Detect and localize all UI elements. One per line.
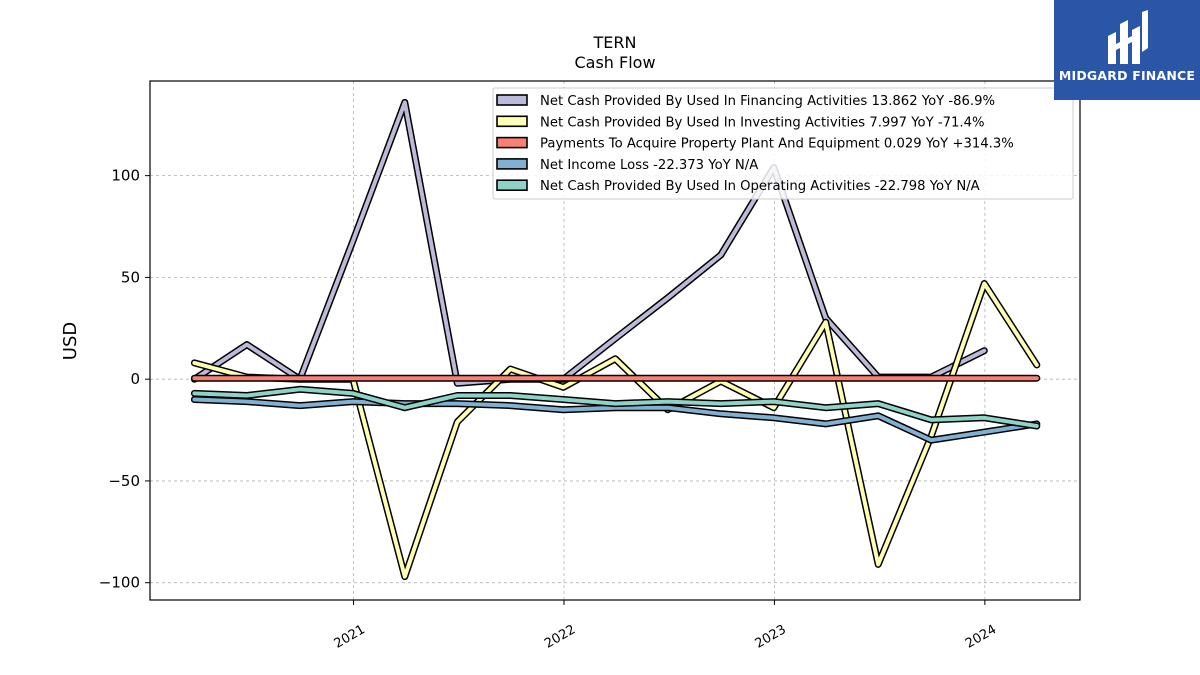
- series-lines: [190, 98, 1041, 581]
- x-tick-label: 2023: [753, 622, 789, 652]
- legend-entry: Payments To Acquire Property Plant And E…: [540, 137, 1014, 152]
- y-tick-label: 0: [130, 370, 140, 388]
- series-line: [190, 385, 1041, 430]
- legend-swatch: [496, 115, 528, 128]
- legend-box: [492, 87, 1074, 200]
- legend-swatch: [496, 94, 528, 106]
- x-tick-label: 2021: [332, 622, 368, 652]
- midgard-logo-icon: [1108, 10, 1148, 64]
- y-tick-label: 100: [111, 167, 140, 185]
- x-tick-label: 2024: [963, 622, 999, 652]
- series-line: [190, 98, 988, 387]
- x-tick-label: 2022: [542, 622, 578, 652]
- series-line-stroke: [192, 387, 1039, 428]
- legend-entry: Net Cash Provided By Used In Financing A…: [540, 94, 995, 109]
- brand-logo: MIDGARD FINANCE: [1054, 0, 1200, 100]
- y-axis-ticks: −100 −50 0 50 100: [99, 167, 150, 592]
- chart-subtitle: Cash Flow: [574, 53, 655, 72]
- series-line: [190, 396, 1041, 444]
- legend-entry: Net Income Loss -22.373 YoY N/A: [540, 158, 758, 173]
- y-tick-label: −50: [108, 472, 140, 490]
- chart-title: TERN: [593, 33, 637, 52]
- legend-swatch: [496, 158, 528, 170]
- series-line-stroke: [192, 397, 1039, 443]
- legend: Net Cash Provided By Used In Financing A…: [492, 87, 1074, 200]
- legend-swatch: [496, 136, 528, 149]
- legend-entry: Net Cash Provided By Used In Operating A…: [540, 179, 980, 194]
- x-axis-ticks: 2021 2022 2023 2024: [332, 600, 999, 652]
- legend-entry: Net Cash Provided By Used In Investing A…: [540, 115, 985, 130]
- y-tick-label: −100: [99, 574, 140, 592]
- brand-name: MIDGARD FINANCE: [1058, 68, 1196, 83]
- plot-frame: [149, 80, 1081, 601]
- y-axis-label: USD: [60, 322, 81, 360]
- y-tick-label: 50: [121, 268, 140, 286]
- series-line-stroke: [192, 100, 987, 386]
- legend-swatch: [496, 179, 528, 191]
